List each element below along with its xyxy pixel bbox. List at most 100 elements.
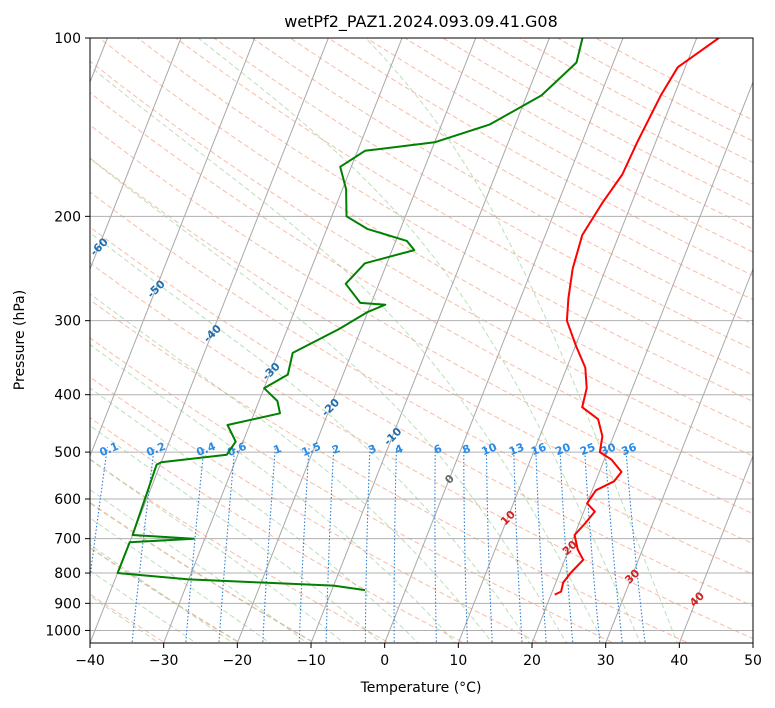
y-tick-label: 600	[54, 492, 81, 508]
mixing-ratio-labels: 0.1 0.2 0.4 0.6 1 1.5 2 3 4 6 8 10 13 16 20 25 30 36	[98, 440, 639, 460]
isotherm-label: 40	[687, 589, 707, 609]
isotherm-line	[236, 38, 477, 643]
mixing-ratio-line	[434, 446, 437, 643]
mixing-ratio-line	[262, 446, 276, 643]
dry-adiabat-line	[90, 124, 753, 515]
isotherm-line	[605, 267, 753, 643]
mixing-ratio-line	[298, 446, 310, 643]
mixing-ratio-line	[325, 446, 335, 643]
moist-adiabat-line	[90, 489, 308, 643]
mixing-ratio-line	[218, 446, 236, 643]
mixing-ratio-label: 25	[578, 441, 597, 459]
y-tick-label: 500	[54, 445, 81, 461]
x-tick-label: 30	[597, 653, 615, 669]
mixing-ratio-line	[604, 446, 623, 643]
y-tick-label: 700	[54, 532, 81, 548]
mixing-ratio-line	[513, 446, 523, 643]
isotherm-line	[310, 38, 550, 643]
mixing-ratio-label: 6	[432, 442, 444, 457]
x-tick-label: −40	[75, 653, 105, 669]
isotherm-label: -20	[319, 396, 342, 419]
dry-adiabat-line	[90, 92, 753, 486]
mixing-ratio-line	[393, 446, 398, 643]
moist-adiabat-line	[90, 569, 197, 643]
moist-adiabat-line	[90, 157, 568, 643]
mixing-ratio-line	[463, 446, 469, 643]
dry-adiabat-line	[137, 38, 753, 402]
dry-adiabat-line	[442, 38, 753, 207]
isotherm-line	[163, 38, 403, 643]
mixing-ratio-line	[90, 446, 109, 582]
y-tick-label: 200	[54, 209, 81, 225]
mixing-ratio-line	[584, 446, 601, 643]
mixing-ratio-label: 2	[330, 442, 342, 457]
mixing-ratio-line	[535, 446, 547, 643]
isotherm-line	[90, 38, 182, 271]
profile-series	[116, 38, 720, 596]
mixing-ratio-label: 1.5	[300, 440, 323, 459]
moist-adiabat-line	[90, 343, 456, 643]
mixing-ratio-label: 36	[619, 440, 638, 458]
mixing-ratio-line	[131, 446, 155, 643]
dry-adiabat-line	[328, 38, 753, 277]
mixing-ratio-line	[625, 446, 646, 643]
mixing-ratio-label: 0.1	[98, 440, 121, 459]
dry-adiabat-line	[557, 38, 753, 142]
isotherm-label: 30	[622, 566, 642, 586]
isotherm-line	[678, 454, 753, 643]
x-tick-label: 10	[449, 653, 467, 669]
x-tick-label: −30	[149, 653, 179, 669]
dry-adiabat-line	[99, 38, 753, 429]
x-tick-label: −20	[223, 653, 253, 669]
dry-adiabat-line	[480, 38, 753, 185]
temperature-profile-line	[554, 38, 720, 596]
x-axis: −40 −30 −20 −10 0 10 20 30 40 50	[75, 643, 762, 669]
y-axis: 100 200 300 400 500 600 700 800 900 1000	[45, 31, 90, 639]
dry-adiabat-line	[595, 38, 753, 121]
dry-adiabat-line	[90, 458, 391, 643]
isotherm-label: -70	[34, 185, 57, 208]
dry-adiabat-line	[518, 38, 753, 164]
isotherm-line	[384, 38, 624, 643]
isotherm-label: 0	[442, 472, 457, 487]
x-tick-label: 50	[744, 653, 762, 669]
dry-adiabat-line	[90, 262, 753, 640]
mixing-ratio-label: 8	[460, 442, 472, 457]
moist-adiabat-line	[90, 65, 605, 643]
dry-adiabat-line	[90, 226, 753, 607]
mixing-ratio-label: 4	[393, 442, 405, 457]
x-tick-label: 20	[523, 653, 541, 669]
moist-adiabat-line	[90, 232, 531, 643]
isotherm-label: -40	[201, 322, 224, 345]
mixing-ratio-line	[559, 446, 574, 643]
isotherm-line	[457, 38, 698, 643]
mixing-ratio-line	[185, 446, 205, 643]
mixing-ratio-label: 20	[553, 440, 572, 458]
dry-adiabat-line	[90, 337, 615, 643]
plot-frame	[89, 37, 754, 644]
dewpoint-profile-line	[116, 38, 584, 592]
mixing-ratio-line	[485, 446, 493, 643]
mixing-ratio-label: 16	[529, 440, 548, 458]
dry-adiabat-line	[90, 191, 753, 575]
mixing-ratio-label: 10	[480, 440, 499, 458]
x-tick-label: −10	[296, 653, 326, 669]
mixing-ratio-line	[364, 446, 371, 643]
moist-adiabat-line	[364, 38, 678, 643]
y-tick-label: 900	[54, 596, 81, 612]
x-tick-label: 40	[670, 653, 688, 669]
x-axis-label: Temperature (°C)	[360, 680, 482, 696]
dry-adiabat-line	[90, 157, 753, 545]
y-axis-label: Pressure (hPa)	[12, 290, 28, 390]
background-lines	[90, 38, 753, 643]
moist-adiabat-line	[197, 38, 642, 643]
dry-adiabat-line	[90, 417, 466, 643]
isotherm-label: -60	[88, 235, 111, 258]
dry-adiabat-line	[404, 38, 753, 230]
y-tick-label: 300	[54, 314, 81, 330]
moist-adiabat-line	[90, 458, 345, 643]
mixing-ratio-label: 1	[272, 442, 284, 457]
y-tick-label: 100	[54, 31, 81, 47]
